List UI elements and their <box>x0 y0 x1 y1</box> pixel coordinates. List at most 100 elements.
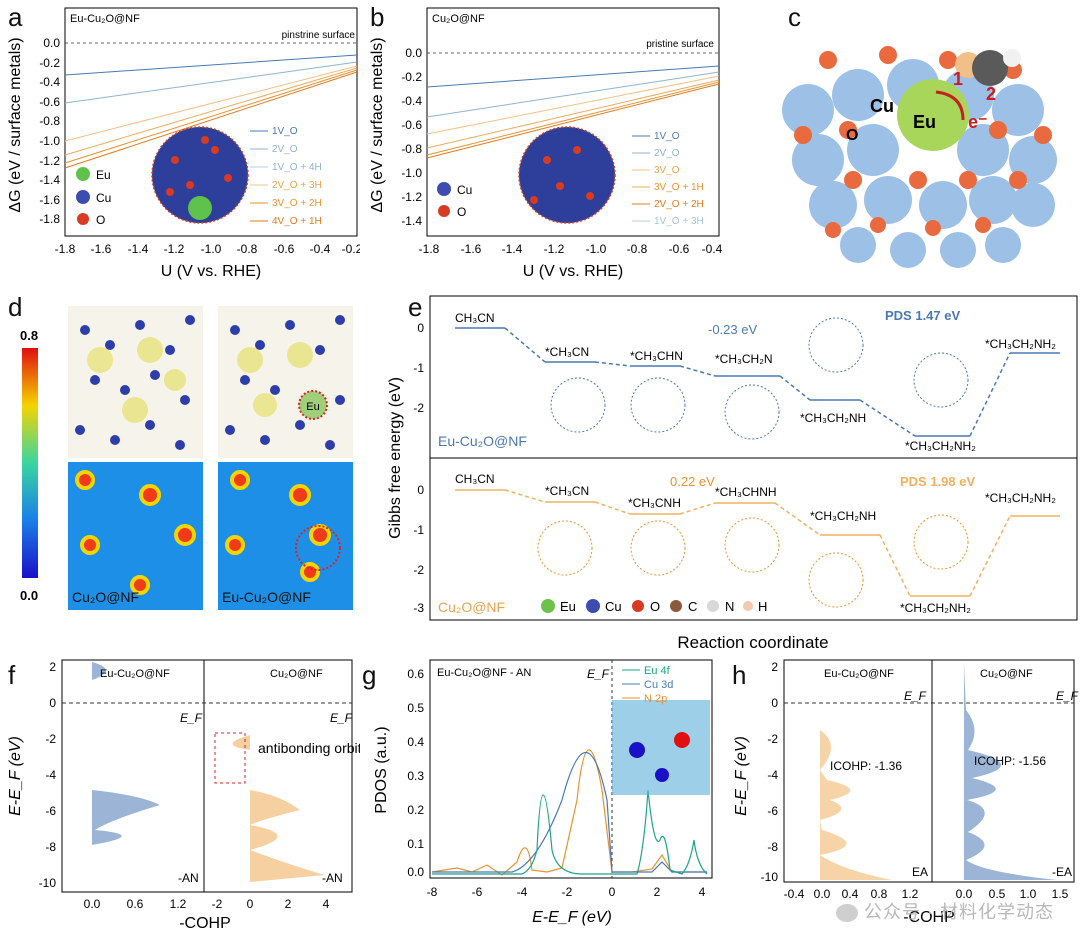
ytick-b-4: -0.8 <box>401 142 422 156</box>
ytick-a-8: -1.6 <box>39 193 60 207</box>
top-state-2: *CH₃CHN <box>630 349 683 363</box>
h-ef-right: E_F <box>1056 689 1079 703</box>
f-ytick-6: -10 <box>39 876 57 890</box>
top-system-label: Eu-Cu₂O@NF <box>438 433 527 449</box>
g-ef: E_F <box>587 667 610 681</box>
cohp-f: antibonding orbital Eu-Cu₂O@NF Cu₂O@NF E… <box>7 659 360 932</box>
h-xtick-l-4: 1.2 <box>902 887 919 901</box>
top-state-4: *CH₃CH₂NH <box>800 411 866 425</box>
h-xtick-r-1: 0.5 <box>989 887 1006 901</box>
ytick-a-9: -1.8 <box>39 212 60 226</box>
panel-c: c Cu O Eu e⁻ 1 2 <box>728 0 1080 285</box>
panel-g: g Eu-Cu₂O@NF - AN E_F Eu 4f Cu 3d N 2p 0… <box>362 650 722 934</box>
panel-a-el-eu: Eu <box>96 168 111 182</box>
xlabel-a: U (V vs. RHE) <box>161 263 261 280</box>
chart-b: Cu₂O@NF pristine surface Cu O 1V_O 2V_O … <box>369 7 723 280</box>
panel-a-el-cu: Cu <box>96 191 111 205</box>
h-xtick-r-0: 0.0 <box>956 887 973 901</box>
g-xtick-1: -6 <box>472 885 483 899</box>
panel-b-el-o: O <box>457 205 466 219</box>
panel-label-h: h <box>732 660 747 690</box>
g-ytick-5: 0.1 <box>407 837 424 851</box>
panel-label-b: b <box>370 2 385 32</box>
ytick-a-1: -0.2 <box>39 56 60 70</box>
legend-a-4: 3V_O + 2H <box>272 198 322 209</box>
legend-a-0: 1V_O <box>272 126 298 137</box>
panel-label-c: c <box>788 2 801 32</box>
h-xtick-r-3: 1.5 <box>1052 887 1069 901</box>
annotation-antibonding: antibonding orbital <box>258 740 360 756</box>
ytick-b-7: -1.4 <box>401 214 422 228</box>
energy-profile: CH₃CN *CH₃CN *CH₃CHN *CH₃CH₂N *CH₃CH₂NH … <box>387 295 1078 652</box>
h-ytick-3: -4 <box>767 768 778 782</box>
ytick-b-1: -0.2 <box>401 70 422 84</box>
panel-a-el-o: O <box>96 213 105 227</box>
ytick-a-6: -1.2 <box>39 154 60 168</box>
g-xlabel: E-E_F (eV) <box>532 909 612 926</box>
g-title: Eu-Cu₂O@NF - AN <box>437 667 531 679</box>
e-ytick-top-2: -2 <box>413 401 424 415</box>
ytick-a-0: 0.0 <box>43 36 60 50</box>
legend-a-3: 2V_O + 3H <box>272 180 322 191</box>
watermark-text: 公众号 · 材料化学动态 <box>864 902 1054 922</box>
f-ytick-2: -2 <box>45 732 56 746</box>
g-ytick-0: 0.6 <box>407 667 424 681</box>
top-state-1: *CH₃CN <box>545 345 589 359</box>
panel-d: d 0.8 0.0 Eu <box>0 290 362 620</box>
h-xtick-l-1: 0.0 <box>814 887 831 901</box>
legend-b-1: 2V_O <box>654 148 680 159</box>
bottom-pds: PDS 1.98 eV <box>900 474 975 489</box>
scale-min: 0.0 <box>20 588 38 603</box>
h-icohp-left: ICOHP: -1.36 <box>830 759 902 773</box>
label-electron: e⁻ <box>968 112 988 132</box>
e-ytick-bot-2: -2 <box>413 563 424 577</box>
g-legend-1: Cu 3d <box>644 679 673 691</box>
h-left-title: Eu-Cu₂O@NF <box>824 668 894 680</box>
f-ef-right: E_F <box>330 711 353 725</box>
f-xtick-r-3: 4 <box>323 897 330 911</box>
f-ytick-5: -8 <box>45 840 56 854</box>
h-tag-left: EA <box>912 865 928 879</box>
f-xtick-r-2: 2 <box>285 897 292 911</box>
panel-label-e: e <box>408 292 423 322</box>
xtick-a-2: -1.4 <box>128 242 149 256</box>
f-ef-left: E_F <box>180 711 203 725</box>
xtick-b-7: -0.4 <box>702 242 723 256</box>
h-xlabel: -COHP <box>903 909 955 926</box>
label-o: O <box>846 127 858 144</box>
ytick-b-0: 0.0 <box>405 46 422 60</box>
panel-a-title: Eu-Cu₂O@NF <box>70 13 140 25</box>
panel-label-a: a <box>8 2 23 32</box>
wechat-icon <box>836 904 858 923</box>
watermark: 公众号 · 材料化学动态 <box>836 898 1054 924</box>
legend-a-5: 4V_O + 1H <box>272 216 322 227</box>
f-ytick-1: 0 <box>49 696 56 710</box>
e-legend-n: N <box>725 599 734 614</box>
e-legend-eu: Eu <box>560 599 576 614</box>
e-ytick-bot-1: -1 <box>413 523 424 537</box>
ytick-a-7: -1.4 <box>39 173 60 187</box>
xtick-b-1: -1.6 <box>461 242 482 256</box>
f-tag-left: -AN <box>178 871 199 885</box>
legend-b-5: 1V_O + 3H <box>654 216 704 227</box>
ytick-a-2: -0.4 <box>39 75 60 89</box>
f-ylabel: E-E_F (eV) <box>7 736 24 816</box>
ytick-b-5: -1.0 <box>401 166 422 180</box>
legend-a-1: 2V_O <box>272 144 298 155</box>
h-xtick-r-2: 1.0 <box>1020 887 1037 901</box>
bottom-state-0: CH₃CN <box>455 472 495 486</box>
eu-atom-label: Eu <box>306 401 319 413</box>
h-xtick-l-2: 0.4 <box>842 887 859 901</box>
panel-e: e CH₃CN *CH₃CN *CH₃CHN *CH₃CH₂N *CH₃CH₂N… <box>380 290 1080 655</box>
g-xtick-6: 4 <box>699 885 706 899</box>
e-ytick-bot-3: -3 <box>413 601 424 615</box>
h-ytick-1: 0 <box>771 696 778 710</box>
g-ytick-1: 0.5 <box>407 701 424 715</box>
top-pds: PDS 1.47 eV <box>885 308 960 323</box>
ytick-a-5: -1.0 <box>39 134 60 148</box>
e-ylabel: Gibbs free energy (eV) <box>387 377 404 539</box>
g-ytick-3: 0.3 <box>407 769 424 783</box>
f-xtick-l-0: 0.0 <box>84 897 101 911</box>
panel-label-g: g <box>362 660 377 690</box>
xtick-a-1: -1.6 <box>91 242 112 256</box>
